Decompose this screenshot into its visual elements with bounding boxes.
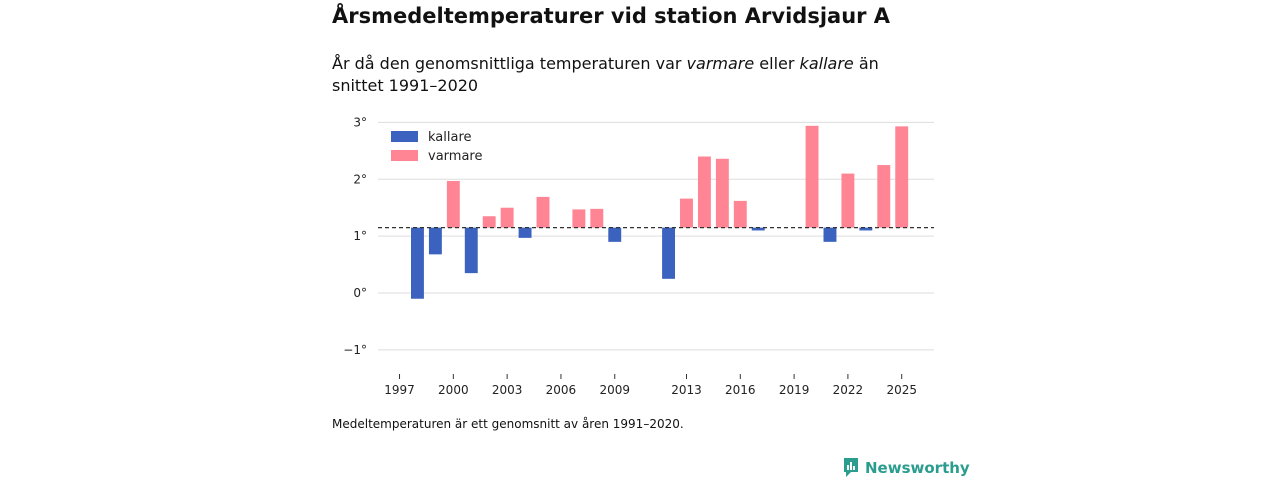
subtitle-part3: än snittet 1991–2020 — [332, 54, 879, 95]
bar-2005 — [536, 196, 550, 228]
bar-2023 — [859, 227, 873, 231]
subtitle-part2: eller — [754, 54, 800, 73]
bar-2001 — [464, 227, 478, 274]
x-tick-label: 2000 — [438, 383, 469, 397]
bar-chart: 3° 2° 1° 0° −1° 1997 2000 2003 2006 2009 2013 2016… — [343, 115, 934, 397]
y-tick-label: −1° — [343, 343, 367, 357]
x-tick-label: 2013 — [671, 383, 702, 397]
chart-title: Årsmedeltemperaturer vid station Arvidsj… — [332, 4, 891, 28]
y-axis: 3° 2° 1° 0° −1° — [343, 115, 367, 357]
bar-2024 — [877, 165, 891, 228]
legend-label-warm: varmare — [428, 149, 482, 164]
x-tick-label: 2019 — [779, 383, 810, 397]
brand-logo[interactable]: Newsworthy — [842, 457, 970, 479]
bar-2012 — [662, 227, 676, 279]
bar-2025 — [895, 126, 909, 228]
x-tick-label: 2009 — [599, 383, 630, 397]
bar-2015 — [715, 158, 729, 228]
bars — [411, 125, 909, 299]
gridlines — [378, 121, 934, 351]
bar-2022 — [841, 173, 855, 228]
bar-2007 — [572, 209, 586, 228]
legend-swatch-cold — [391, 131, 418, 142]
bar-2002 — [482, 216, 496, 228]
subtitle-cold-word: kallare — [799, 54, 854, 73]
y-tick-label: 3° — [353, 115, 367, 129]
legend-label-cold: kallare — [428, 130, 472, 145]
y-tick-label: 0° — [353, 286, 367, 300]
footnote: Medeltemperaturen är ett genomsnitt av å… — [332, 417, 684, 431]
subtitle-part1: År då den genomsnittliga temperaturen va… — [332, 54, 687, 73]
bar-1998 — [411, 227, 424, 299]
bar-2016 — [733, 200, 747, 228]
legend: kallare varmare — [391, 130, 482, 164]
x-tick-label: 1997 — [384, 383, 415, 397]
bar-2017 — [751, 227, 765, 231]
brand-name: Newsworthy — [865, 459, 970, 477]
bar-2004 — [518, 227, 532, 238]
legend-swatch-warm — [391, 150, 418, 161]
chart-subtitle: År då den genomsnittliga temperaturen va… — [332, 53, 932, 97]
x-tick-label: 2022 — [833, 383, 864, 397]
x-tick-label: 2006 — [546, 383, 577, 397]
bar-2021 — [823, 227, 837, 242]
subtitle-warm-word: varmare — [686, 54, 755, 73]
y-tick-label: 1° — [353, 229, 367, 243]
bar-2009 — [608, 227, 622, 242]
bar-2020 — [805, 125, 819, 228]
bar-2014 — [697, 156, 711, 228]
bar-1999 — [428, 227, 442, 255]
x-tick-label: 2003 — [492, 383, 523, 397]
bar-2008 — [590, 208, 604, 228]
bar-2013 — [680, 198, 693, 228]
x-axis: 1997 2000 2003 2006 2009 2013 2016 2019 2022 2025 — [384, 374, 917, 397]
x-tick-label: 2025 — [886, 383, 917, 397]
x-tick-label: 2016 — [725, 383, 756, 397]
bar-2003 — [500, 207, 514, 228]
bar-2000 — [446, 180, 460, 228]
newsworthy-icon — [844, 458, 858, 477]
y-tick-label: 2° — [353, 172, 367, 186]
